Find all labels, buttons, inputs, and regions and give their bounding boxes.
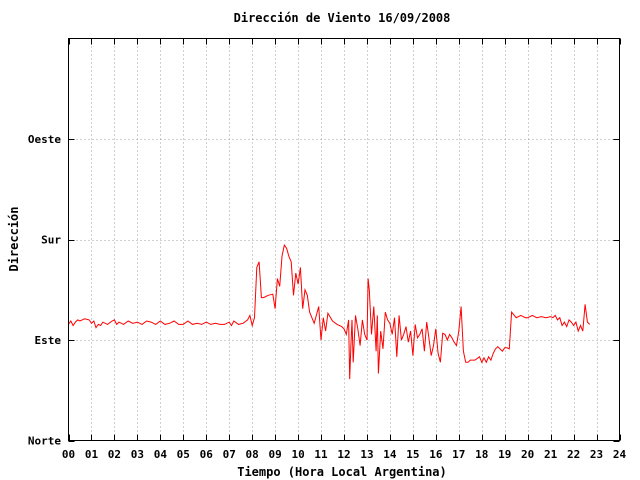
x-tick-label: 21 (544, 448, 558, 461)
axis-ticks (68, 38, 621, 442)
x-tick-label: 06 (200, 448, 214, 461)
x-tick-label: 08 (246, 448, 259, 461)
x-tick-label: 10 (291, 448, 304, 461)
x-tick-label: 09 (269, 448, 282, 461)
x-tick-label: 24 (613, 448, 627, 461)
x-tick-label: 04 (154, 448, 168, 461)
x-tick-label: 16 (429, 448, 443, 461)
x-tick-label: 19 (498, 448, 511, 461)
series-line (68, 243, 591, 380)
x-tick-label: 14 (383, 448, 397, 461)
plot-frame (68, 38, 620, 441)
x-tick-label: 22 (567, 448, 580, 461)
x-tick-label: 13 (360, 448, 373, 461)
x-tick-label: 20 (521, 448, 534, 461)
x-tick-label: 11 (314, 448, 328, 461)
x-tick-label: 02 (108, 448, 121, 461)
chart-title: Dirección de Viento 16/09/2008 (234, 11, 451, 25)
x-tick-label: 17 (452, 448, 465, 461)
grid-lines (68, 38, 620, 441)
x-tick-labels: 00 01 02 03 04 05 06 07 08 09 10 11 12 13 14 15 16 17 18 19… (62, 448, 627, 461)
x-tick-label: 01 (85, 448, 99, 461)
y-tick-label: Este (35, 334, 62, 347)
y-tick-label: Oeste (28, 133, 61, 146)
x-tick-label: 15 (406, 448, 419, 461)
x-axis-label: Tiempo (Hora Local Argentina) (237, 465, 447, 479)
x-tick-label: 23 (590, 448, 603, 461)
x-tick-label: 00 (62, 448, 75, 461)
x-tick-label: 18 (475, 448, 488, 461)
x-tick-label: 05 (177, 448, 190, 461)
y-tick-label: Norte (28, 435, 61, 448)
x-tick-label: 03 (131, 448, 144, 461)
y-tick-labels: Norte Este Sur Oeste (28, 133, 61, 448)
y-tick-label: Sur (41, 234, 61, 247)
y-axis-label: Dirección (7, 206, 21, 271)
x-tick-label: 07 (223, 448, 236, 461)
plot-series (68, 243, 591, 380)
x-tick-label: 12 (337, 448, 350, 461)
